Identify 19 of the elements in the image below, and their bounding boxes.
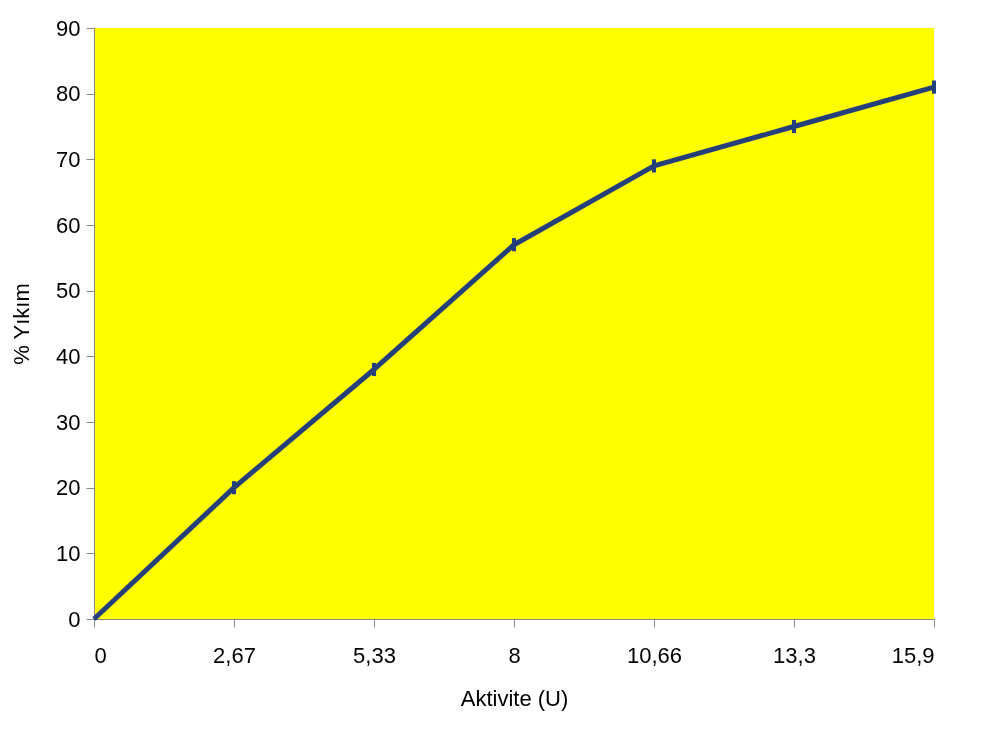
x-tick-label: 10,66 — [626, 642, 683, 668]
y-tick-label: 90 — [56, 15, 81, 41]
y-tick-label: 20 — [56, 475, 81, 501]
y-tick-label: 0 — [68, 606, 81, 632]
x-tick-label: 15,9 — [891, 642, 935, 668]
y-tick-label: 10 — [56, 540, 81, 566]
x-tick-label: 13,3 — [773, 642, 816, 668]
y-tick-label: 30 — [56, 409, 81, 435]
x-tick-label: 5,33 — [353, 642, 396, 668]
y-tick-label: 60 — [56, 212, 81, 238]
x-tick-label: 0 — [94, 642, 107, 668]
y-tick-label: 50 — [56, 278, 81, 304]
y-axis-title: % Yıkım — [9, 283, 35, 365]
x-axis-title: Aktivite (U) — [460, 685, 569, 711]
y-tick-label: 70 — [56, 146, 81, 172]
y-tick-label: 80 — [56, 81, 81, 107]
x-tick-label: 8 — [508, 642, 521, 668]
x-tick-label: 2,67 — [213, 642, 256, 668]
y-tick-label: 40 — [56, 343, 81, 369]
